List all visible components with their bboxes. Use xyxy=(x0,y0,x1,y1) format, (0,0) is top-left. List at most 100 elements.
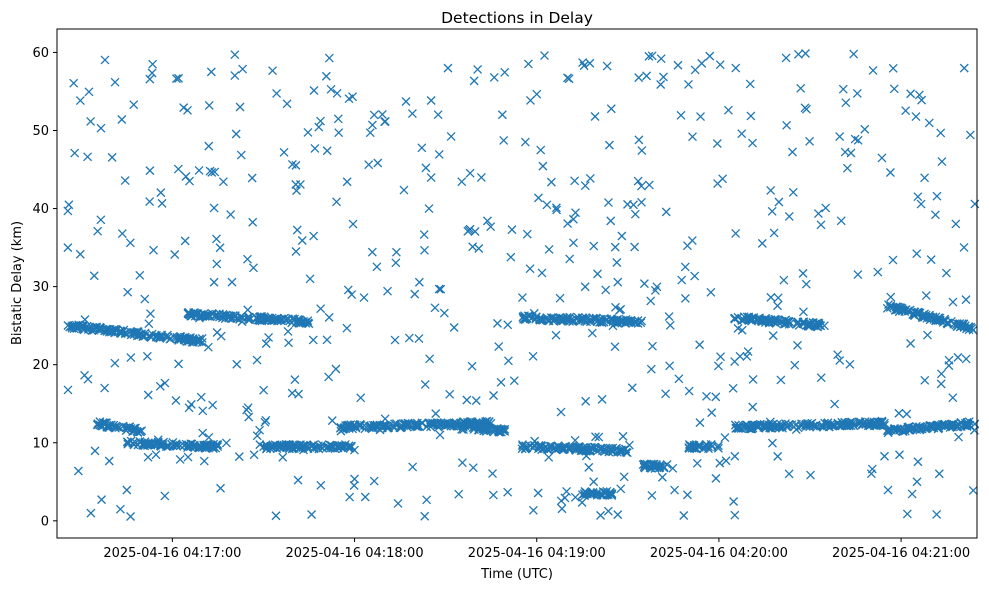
detection-point xyxy=(753,314,763,324)
detection-point xyxy=(880,451,889,461)
detection-point xyxy=(695,418,705,428)
x-tick-label: 2025-04-16 04:17:00 xyxy=(103,546,241,561)
detection-point xyxy=(140,331,150,341)
detection-point xyxy=(577,498,587,507)
detection-point xyxy=(883,428,893,438)
detection-point xyxy=(923,330,932,340)
detection-point xyxy=(680,262,690,272)
detection-point xyxy=(548,313,558,323)
detection-point xyxy=(757,238,767,248)
detection-point xyxy=(595,444,605,454)
detection-point xyxy=(194,443,204,453)
detection-point xyxy=(439,308,449,318)
detection-point xyxy=(601,285,611,295)
detection-point xyxy=(226,210,236,220)
x-tick-label: 2025-04-16 04:19:00 xyxy=(468,546,606,561)
detection-point xyxy=(88,324,98,334)
detection-point xyxy=(587,489,597,499)
detection-point xyxy=(84,87,94,97)
detection-point xyxy=(563,73,572,83)
detection-point xyxy=(728,383,738,393)
detection-point xyxy=(407,109,417,119)
detection-point xyxy=(365,128,375,138)
detection-point xyxy=(664,312,674,322)
detection-point xyxy=(412,422,422,432)
detection-point xyxy=(419,230,429,239)
detection-point xyxy=(621,314,631,324)
detection-point xyxy=(360,492,370,502)
detection-point xyxy=(83,152,93,162)
detection-point xyxy=(706,287,716,297)
detection-point xyxy=(610,242,620,252)
detection-point xyxy=(525,264,535,274)
detection-point xyxy=(766,421,776,431)
detection-point xyxy=(812,422,821,432)
detection-point xyxy=(71,320,81,330)
detection-point xyxy=(306,441,316,451)
detection-point xyxy=(138,332,148,342)
detection-point xyxy=(309,440,319,450)
detection-point xyxy=(647,490,657,500)
detection-point xyxy=(373,158,383,168)
detection-point xyxy=(69,78,79,88)
detection-point xyxy=(367,247,377,257)
detection-point xyxy=(133,427,143,437)
detection-point xyxy=(424,204,434,214)
detection-point xyxy=(430,303,440,313)
detection-point xyxy=(125,422,135,432)
detection-point xyxy=(464,225,474,235)
detection-point xyxy=(902,409,912,419)
detection-point xyxy=(661,207,671,217)
detection-point xyxy=(417,143,427,153)
detection-point xyxy=(212,328,222,337)
detection-point xyxy=(110,77,120,87)
detection-point xyxy=(665,361,675,371)
x-tick-label: 2025-04-16 04:20:00 xyxy=(650,546,788,561)
detection-point xyxy=(282,99,292,109)
detection-point xyxy=(519,314,529,324)
detection-point xyxy=(767,438,777,448)
detection-point xyxy=(75,96,85,106)
detection-point xyxy=(886,292,896,302)
y-tick-label: 0 xyxy=(41,514,49,529)
detection-point xyxy=(235,314,245,324)
detection-point xyxy=(782,120,792,130)
detection-point xyxy=(264,332,274,342)
detection-point xyxy=(737,129,747,139)
detection-point xyxy=(776,375,786,385)
detection-point xyxy=(212,259,222,269)
detection-point xyxy=(793,340,802,350)
detection-point xyxy=(157,330,167,340)
detection-point xyxy=(335,423,345,433)
detection-point xyxy=(748,402,758,412)
x-tick-label: 2025-04-16 04:18:00 xyxy=(286,546,424,561)
detection-point xyxy=(600,447,609,456)
detection-point xyxy=(176,332,186,342)
detection-point xyxy=(932,191,942,201)
detection-point xyxy=(634,73,644,83)
detection-point xyxy=(608,447,618,457)
detection-point xyxy=(902,509,912,519)
detection-point xyxy=(369,476,379,486)
detection-point xyxy=(687,236,697,245)
detection-point xyxy=(149,245,158,255)
detection-point xyxy=(570,176,580,186)
detection-point xyxy=(130,329,140,339)
detection-point xyxy=(603,506,613,516)
detection-point xyxy=(479,426,489,436)
detection-point xyxy=(157,198,167,208)
detection-point xyxy=(871,421,881,431)
detection-point xyxy=(712,139,722,148)
detection-point xyxy=(892,424,902,434)
detection-point xyxy=(695,340,705,350)
detection-point xyxy=(279,147,289,157)
detection-point xyxy=(181,172,191,181)
detection-point xyxy=(968,485,978,495)
detection-point xyxy=(747,421,757,431)
detection-point xyxy=(110,358,120,368)
detection-point xyxy=(528,505,538,515)
detection-point xyxy=(908,310,918,319)
detection-point xyxy=(124,438,133,448)
detection-point xyxy=(255,425,265,435)
detection-point xyxy=(538,315,548,325)
